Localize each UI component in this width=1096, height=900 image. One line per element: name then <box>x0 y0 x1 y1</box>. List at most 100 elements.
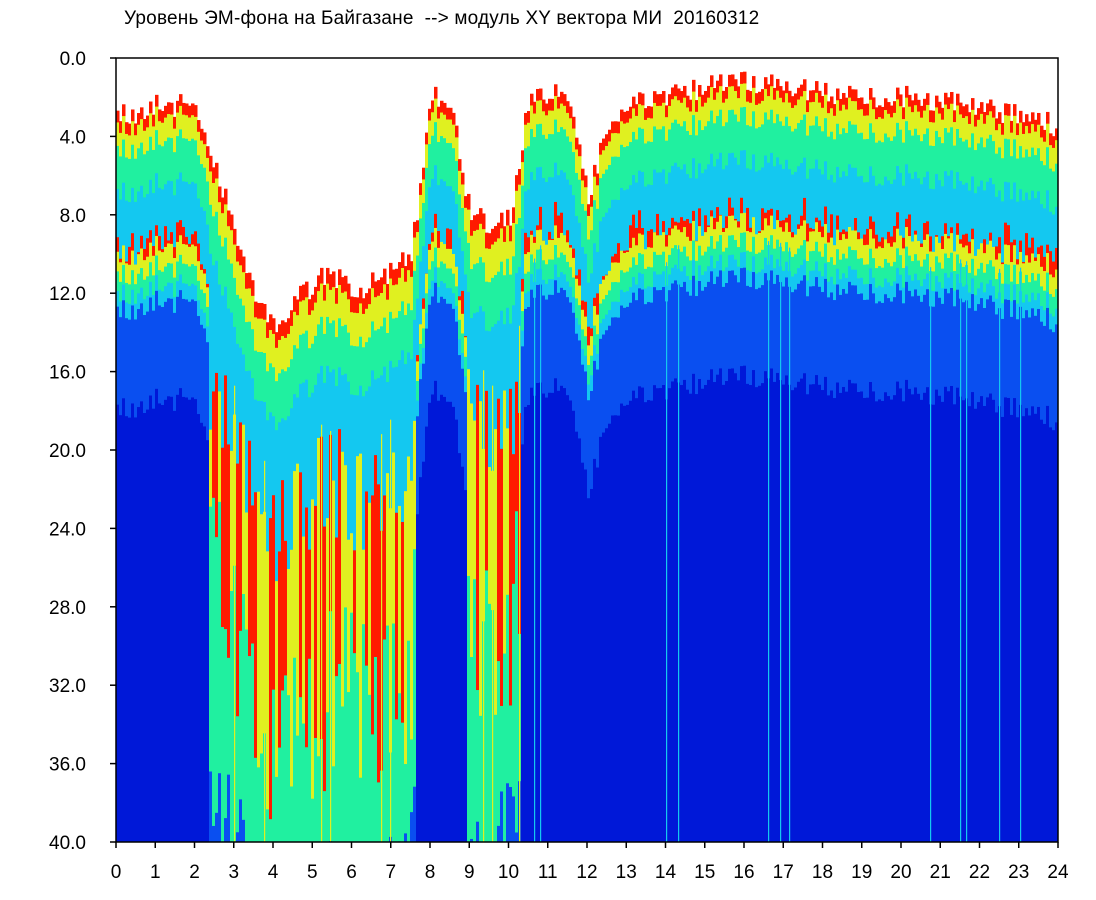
heatmap-cell <box>191 397 195 842</box>
heatmap-cell <box>1022 133 1026 158</box>
heatmap-cell <box>551 238 555 241</box>
heatmap-cell <box>173 258 177 279</box>
x-tick-label: 13 <box>616 862 637 883</box>
heatmap-cell <box>665 183 669 236</box>
heatmap-column <box>551 98 555 842</box>
heatmap-cell <box>1022 416 1026 842</box>
heatmap-cell <box>797 268 801 285</box>
heatmap-cell <box>155 225 159 237</box>
heatmap-column <box>167 102 171 842</box>
heatmap-cell <box>713 229 717 250</box>
heatmap-cell <box>986 103 990 116</box>
heatmap-cell <box>656 129 660 174</box>
heatmap-cell <box>458 159 462 172</box>
heatmap-cell <box>746 168 750 209</box>
heatmap-cell <box>707 281 711 381</box>
heatmap-cell <box>977 143 981 187</box>
heatmap-cell <box>422 308 426 329</box>
heatmap-cell <box>422 246 426 299</box>
heatmap-cell <box>653 232 657 253</box>
heatmap-cell <box>626 250 630 253</box>
heatmap-cell <box>905 246 909 267</box>
heatmap-cell <box>554 378 558 842</box>
heatmap-cell <box>854 269 858 286</box>
heatmap-cell <box>170 181 174 233</box>
heatmap-cell <box>785 93 789 118</box>
x-tick-label: 12 <box>576 862 597 883</box>
heatmap-cell <box>914 230 918 236</box>
heatmap-cell <box>164 184 168 227</box>
heatmap-cell <box>896 267 900 285</box>
heatmap-cell <box>677 88 681 101</box>
heatmap-cell <box>338 664 342 842</box>
heatmap-cell <box>230 450 234 592</box>
heatmap-cell <box>275 381 279 431</box>
heatmap-cell <box>293 394 297 472</box>
heatmap-cell <box>119 317 123 416</box>
heatmap-cell <box>641 273 645 291</box>
heatmap-cell <box>1001 134 1005 159</box>
heatmap-column <box>992 105 996 842</box>
heatmap-cell <box>377 378 381 485</box>
heatmap-cell <box>971 392 975 842</box>
heatmap-cell <box>674 225 678 246</box>
heatmap-cell <box>623 292 627 309</box>
heatmap-cell <box>578 438 582 842</box>
heatmap-column <box>983 112 987 842</box>
heatmap-cell <box>836 229 840 250</box>
heatmap-cell <box>491 277 495 328</box>
heatmap-cell <box>539 100 543 125</box>
heatmap-cell <box>959 181 963 240</box>
heatmap-cell <box>173 195 177 248</box>
heatmap-cell <box>593 360 597 460</box>
heatmap-cell <box>203 269 207 275</box>
heatmap-cell <box>644 108 648 121</box>
heatmap-cell <box>374 281 378 298</box>
heatmap-cell <box>797 123 801 167</box>
heatmap-cell <box>776 90 780 115</box>
heatmap-cell <box>455 286 459 307</box>
heatmap-cell <box>965 233 969 247</box>
heatmap-cell <box>914 273 918 290</box>
heatmap-cell <box>914 254 918 275</box>
heatmap-cell <box>473 579 477 842</box>
heatmap-cell <box>197 120 201 133</box>
heatmap-cell <box>629 185 633 226</box>
heatmap-cell <box>371 734 375 842</box>
heatmap-cell <box>725 381 729 842</box>
heatmap-cell <box>560 212 564 234</box>
heatmap-cell <box>890 266 894 287</box>
heatmap-cell <box>698 85 702 98</box>
heatmap-cell <box>770 86 774 111</box>
heatmap-cell <box>980 243 984 264</box>
heatmap-streak <box>483 370 485 842</box>
heatmap-cell <box>542 99 546 112</box>
heatmap-cell <box>218 773 222 842</box>
heatmap-cell <box>1019 122 1023 147</box>
heatmap-cell <box>869 284 873 383</box>
heatmap-cell <box>905 266 909 283</box>
heatmap-column <box>317 275 321 842</box>
heatmap-cell <box>833 245 837 266</box>
heatmap-cell <box>230 263 234 314</box>
heatmap-cell <box>578 324 582 341</box>
heatmap-cell <box>854 101 858 126</box>
heatmap-cell <box>326 267 330 285</box>
heatmap-cell <box>230 591 234 842</box>
heatmap-cell <box>755 289 759 388</box>
heatmap-cell <box>599 221 603 287</box>
heatmap-cell <box>401 268 405 302</box>
heatmap-cell <box>857 278 861 295</box>
heatmap-cell <box>125 261 129 264</box>
heatmap-cell <box>320 283 324 318</box>
heatmap-cell <box>287 367 291 417</box>
heatmap-cell <box>683 227 687 248</box>
heatmap-cell <box>986 181 990 250</box>
heatmap-streak <box>999 268 1001 842</box>
heatmap-cell <box>944 92 948 106</box>
heatmap-cell <box>833 139 837 183</box>
heatmap-streak <box>321 424 323 842</box>
heatmap-cell <box>554 201 558 226</box>
heatmap-column <box>305 281 309 842</box>
heatmap-cell <box>233 277 237 328</box>
